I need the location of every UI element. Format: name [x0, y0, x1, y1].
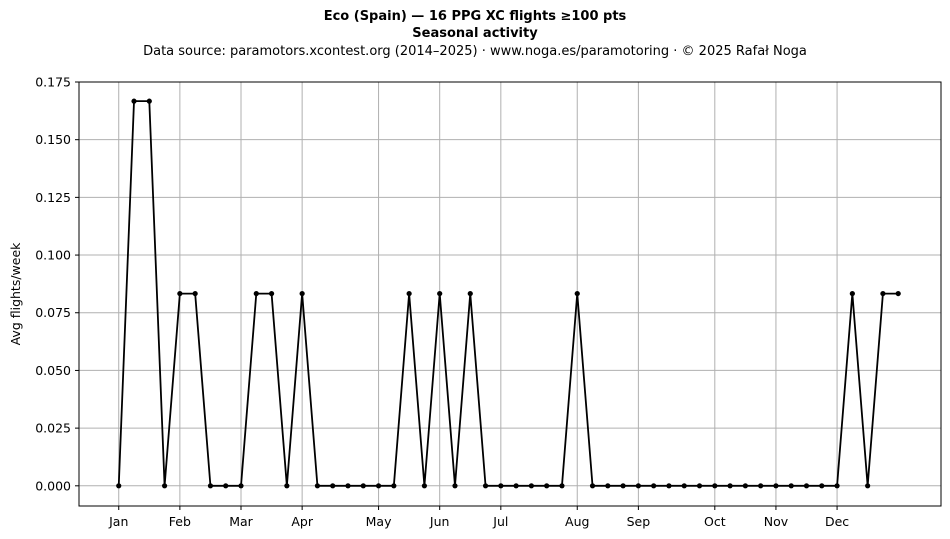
data-point	[391, 483, 397, 489]
data-point	[161, 483, 168, 489]
chart-subtitle: Seasonal activity	[412, 26, 538, 41]
data-point	[788, 483, 794, 489]
data-point	[467, 290, 473, 297]
x-tick-label: Jul	[492, 514, 508, 529]
y-axis-ticks: 0.000 0.025 0.050 0.075 0.100 0.125 0.150 0.175	[35, 75, 79, 493]
data-point	[207, 483, 214, 489]
chart-title: Eco (Spain) — 16 PPG XC flights ≥100 pts	[323, 9, 627, 24]
y-tick-label: 0.100	[35, 248, 71, 263]
data-point	[482, 483, 489, 489]
data-point	[513, 483, 519, 489]
data-point	[498, 483, 504, 489]
data-point	[544, 483, 550, 489]
data-point	[574, 290, 580, 297]
data-point	[253, 290, 259, 297]
data-point	[880, 290, 886, 297]
y-tick-label: 0.000	[35, 478, 71, 493]
data-point	[345, 483, 351, 489]
x-tick-label: Jan	[108, 514, 128, 529]
x-tick-label: Apr	[291, 514, 313, 529]
grid-lines	[79, 81, 941, 506]
data-point	[559, 483, 565, 489]
series-line-group	[116, 98, 901, 489]
data-point	[620, 483, 626, 489]
data-point	[773, 483, 779, 489]
data-point	[742, 483, 748, 489]
data-point	[284, 483, 290, 489]
x-tick-label: Feb	[169, 514, 191, 529]
data-point	[177, 290, 183, 297]
x-tick-label: Nov	[764, 514, 789, 529]
data-point	[727, 483, 733, 489]
data-point	[681, 483, 687, 489]
data-point	[238, 483, 244, 489]
data-point	[865, 483, 871, 489]
data-point	[421, 483, 428, 489]
y-tick-label: 0.125	[35, 190, 71, 205]
x-tick-label: Oct	[704, 514, 726, 529]
data-point	[223, 483, 229, 489]
data-point	[437, 290, 443, 297]
data-point	[803, 483, 810, 489]
data-point	[589, 483, 596, 489]
data-point	[192, 290, 198, 297]
y-tick-label: 0.150	[35, 132, 71, 147]
data-point	[146, 98, 152, 104]
x-tick-label: Jun	[429, 514, 450, 529]
data-point	[666, 483, 672, 489]
series-line	[117, 100, 899, 487]
data-point	[712, 483, 718, 489]
y-tick-label: 0.025	[35, 421, 71, 436]
data-point	[330, 483, 336, 489]
x-tick-label: Sep	[627, 514, 651, 529]
x-axis-ticks: Jan Feb Mar Apr May Jun Jul Aug Sep Oct Nov Dec	[108, 506, 849, 529]
data-point	[314, 483, 321, 489]
y-tick-label: 0.075	[35, 305, 71, 320]
data-point	[834, 483, 840, 489]
data-point	[268, 290, 275, 297]
data-point	[528, 483, 534, 489]
data-point	[131, 98, 137, 104]
data-point	[375, 483, 382, 489]
data-point	[895, 290, 901, 297]
data-point	[605, 483, 611, 489]
data-point	[651, 483, 657, 489]
y-tick-label: 0.050	[35, 363, 71, 378]
x-tick-label: May	[366, 514, 392, 529]
x-tick-label: Mar	[229, 514, 253, 529]
data-point	[406, 290, 412, 297]
data-point	[452, 483, 458, 489]
data-point	[819, 483, 825, 489]
data-point	[758, 483, 764, 489]
y-tick-label: 0.175	[35, 75, 71, 90]
data-point	[360, 483, 366, 489]
data-source-note: Data source: paramotors.xcontest.org (20…	[143, 44, 807, 59]
data-point	[635, 483, 641, 489]
plot-frame	[78, 81, 942, 507]
y-axis-label: Avg flights/week	[8, 242, 23, 346]
data-point	[299, 290, 305, 297]
x-tick-label: Dec	[825, 514, 849, 529]
data-point	[849, 290, 855, 297]
data-point	[116, 483, 122, 489]
x-tick-label: Aug	[565, 514, 589, 529]
data-point	[696, 483, 703, 489]
